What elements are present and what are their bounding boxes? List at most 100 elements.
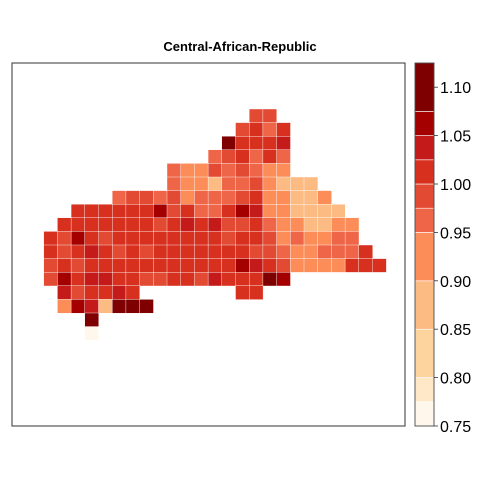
map-cell (248, 190, 264, 205)
map-cell (125, 190, 141, 205)
map-cell (221, 190, 236, 205)
map-cell (317, 231, 332, 246)
map-cell (303, 231, 319, 246)
map-cell (43, 272, 58, 287)
map-cell (290, 203, 305, 219)
map-cell (303, 176, 319, 192)
map-cell (153, 231, 168, 246)
legend-tick-label: 0.95 (440, 225, 471, 242)
map-cell (125, 217, 141, 232)
map-cell (98, 299, 113, 314)
legend-tick-label: 0.85 (440, 322, 471, 339)
map-cell (221, 203, 236, 219)
map-cell (84, 258, 99, 273)
map-cell (84, 231, 99, 246)
legend-swatch (414, 183, 435, 209)
map-cell (317, 258, 332, 273)
map-cell (139, 299, 154, 314)
map-cell (57, 217, 72, 232)
map-cell (98, 203, 113, 219)
map-cell (111, 203, 127, 219)
map-cell (290, 217, 305, 232)
map-cell (221, 272, 236, 287)
map-cell (303, 217, 319, 232)
map-cell (331, 203, 346, 219)
map-cell (84, 272, 99, 287)
map-cell (235, 176, 250, 192)
map-cell (84, 285, 99, 300)
map-cell (276, 135, 291, 151)
map-cell (290, 244, 305, 260)
map-cell (111, 285, 127, 300)
map-cell (235, 163, 250, 178)
map-cell (166, 217, 182, 232)
map-cell (139, 203, 154, 219)
map-cell (125, 244, 141, 260)
map-cell (166, 163, 182, 178)
map-cell (125, 258, 141, 273)
map-cell (153, 258, 168, 273)
map-cell (57, 231, 72, 246)
map-cell (248, 108, 264, 124)
map-cell (221, 231, 236, 246)
map-cell (317, 203, 332, 219)
map-cell (262, 217, 277, 232)
map-cell (290, 231, 305, 246)
map-cell (125, 272, 141, 287)
map-cell (180, 217, 195, 232)
legend-swatch (414, 62, 435, 112)
map-cell (248, 272, 264, 287)
map-cell (111, 272, 127, 287)
map-cell (98, 231, 113, 246)
map-cell (166, 203, 182, 219)
legend-swatch (414, 401, 435, 427)
map-cell (207, 176, 223, 192)
color-legend: 0.75 0.80 0.85 0.90 0.95 1.00 1.05 1.10 (414, 62, 471, 436)
legend-swatch (414, 232, 435, 282)
map-cell (317, 244, 332, 260)
map-cell (139, 217, 154, 232)
map-cell (43, 231, 58, 246)
map-cell (180, 258, 195, 273)
map-cell (111, 244, 127, 260)
map-cell (221, 163, 236, 178)
map-cell (276, 190, 291, 205)
map-cell (262, 135, 277, 151)
legend-tick-label: 1.10 (440, 80, 471, 97)
map-cell (125, 203, 141, 219)
map-cell (153, 272, 168, 287)
map-cell (248, 244, 264, 260)
map-cell (221, 135, 236, 151)
map-cell (262, 149, 277, 164)
map-cell (344, 258, 360, 273)
map-cell (276, 203, 291, 219)
map-cell (372, 258, 387, 273)
map-cell (317, 190, 332, 205)
map-cell (180, 272, 195, 287)
map-cell (303, 244, 319, 260)
map-cell (111, 258, 127, 273)
map-cell (111, 231, 127, 246)
map-grid (43, 108, 387, 341)
map-cell (207, 190, 223, 205)
map-cell (98, 217, 113, 232)
map-cell (98, 285, 113, 300)
map-cell (262, 231, 277, 246)
map-cell (194, 272, 209, 287)
map-cell (248, 176, 264, 192)
map-cell (358, 244, 373, 260)
legend-swatch (414, 159, 435, 185)
map-cell (207, 163, 223, 178)
map-cell (207, 272, 223, 287)
map-cell (344, 244, 360, 260)
map-cell (344, 231, 360, 246)
map-cell (248, 231, 264, 246)
map-cell (276, 163, 291, 178)
map-cell (248, 258, 264, 273)
legend-tick-label: 0.90 (440, 274, 471, 291)
map-cell (180, 203, 195, 219)
map-cell (248, 163, 264, 178)
legend-swatch (414, 111, 435, 136)
map-cell (235, 285, 250, 300)
